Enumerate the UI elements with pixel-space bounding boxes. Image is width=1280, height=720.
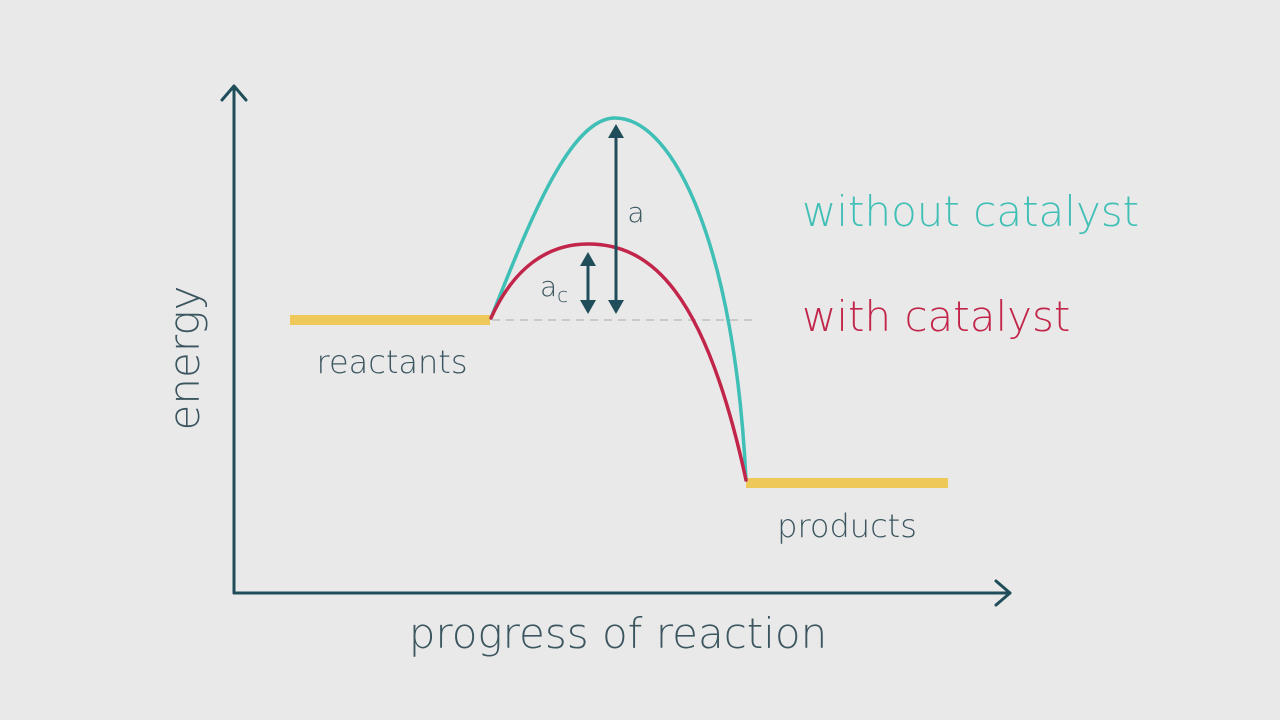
activation-energy-arrow-a [608, 124, 624, 314]
products-label: products [777, 507, 917, 545]
curve-without-catalyst [489, 116, 748, 482]
legend-with-catalyst: with catalyst [802, 292, 1070, 341]
arrow-ac-label: ac [540, 270, 568, 307]
x-axis-label: progress of reaction [409, 609, 828, 658]
axes [220, 84, 1012, 607]
curve-with-catalyst [489, 242, 748, 482]
y-axis-arrowhead [220, 84, 248, 102]
arrow-ac-label-main: a [540, 270, 557, 303]
reactants-label: reactants [317, 343, 468, 381]
x-axis-arrowhead [994, 579, 1012, 607]
y-axis-label: energy [160, 286, 209, 431]
arrow-ac-label-subscript: c [557, 283, 568, 307]
legend-without-catalyst: without catalyst [802, 187, 1139, 236]
activation-energy-arrow-ac [580, 252, 596, 314]
arrow-a-label: a [627, 196, 644, 229]
